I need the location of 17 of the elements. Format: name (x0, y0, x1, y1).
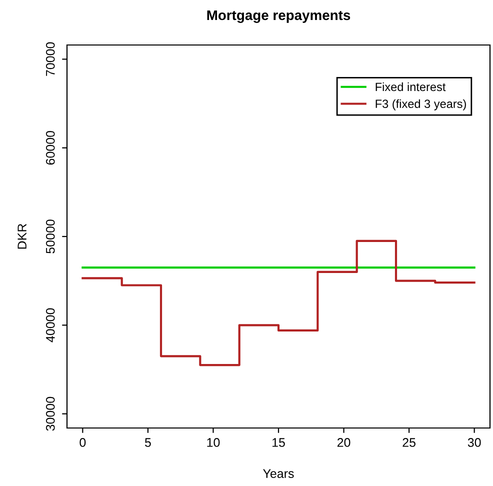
x-tick-label: 10 (207, 438, 220, 447)
y-tick-label: 30000 (46, 396, 55, 431)
x-tick-label: 30 (468, 438, 481, 447)
y-tick-label: 50000 (46, 220, 55, 254)
chart-title: Mortgage repayments (207, 10, 350, 23)
x-tick-label: 0 (80, 438, 86, 447)
x-tick-label: 15 (272, 438, 285, 447)
x-axis-title: Years (263, 469, 294, 478)
y-tick-label: 60000 (46, 130, 55, 165)
y-axis-title: DKR (18, 224, 26, 249)
legend-label: Fixed interest (376, 82, 446, 92)
x-tick-label: 20 (337, 438, 350, 447)
legend-label: F3 (fixed 3 years) (376, 99, 466, 110)
x-tick-label: 5 (144, 438, 151, 447)
x-tick-label: 25 (402, 438, 416, 447)
y-tick-label: 70000 (46, 42, 55, 76)
y-tick-label: 40000 (46, 308, 55, 342)
